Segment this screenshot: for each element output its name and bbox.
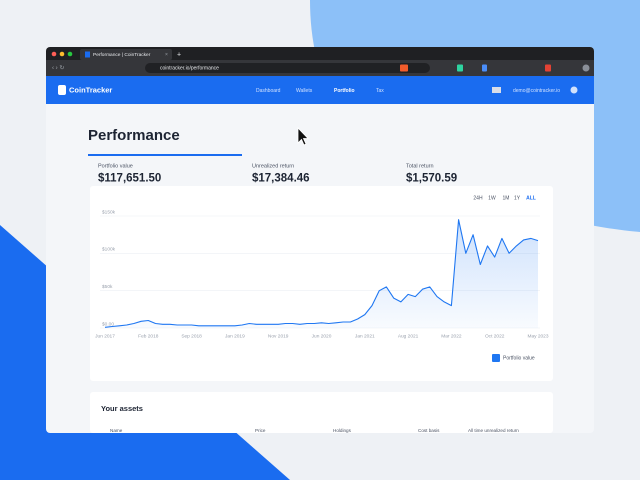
mouse-cursor — [297, 127, 309, 146]
tab-title: Performance | CoinTracker — [93, 52, 151, 58]
column-header[interactable]: Holdings — [333, 428, 352, 433]
tab-bar — [46, 47, 594, 60]
active-stat-underline — [88, 154, 242, 156]
tab-favicon — [85, 51, 90, 58]
new-tab[interactable]: + — [177, 51, 181, 58]
extension-icon[interactable] — [545, 64, 551, 72]
x-tick-label: Jun 2020 — [312, 333, 332, 339]
x-tick-label: Oct 2022 — [485, 333, 505, 339]
stat-value: $117,651.50 — [98, 173, 161, 185]
extension-icon[interactable] — [482, 64, 487, 72]
range-button[interactable]: 1M — [503, 195, 510, 201]
assets-title: Your assets — [101, 404, 143, 413]
extension-icon[interactable] — [400, 64, 408, 72]
tab-close[interactable]: × — [165, 52, 168, 58]
app-nav — [46, 76, 594, 104]
stat-label: Unrealized return — [252, 163, 294, 169]
column-header[interactable]: Cost basis — [418, 428, 440, 433]
y-tick-label: $0.00 — [102, 321, 114, 327]
x-tick-label: Mar 2022 — [441, 333, 462, 339]
nav-buttons[interactable]: ‹ › ↻ — [52, 66, 64, 72]
y-tick-label: $50k — [102, 284, 113, 290]
legend-swatch — [492, 354, 500, 362]
page-title: Performance — [88, 127, 180, 144]
range-button[interactable]: ALL — [526, 195, 536, 201]
x-tick-label: Jun 2017 — [95, 333, 115, 339]
close-button[interactable] — [51, 51, 57, 57]
column-header[interactable]: Name — [110, 428, 123, 433]
profile-icon[interactable] — [582, 64, 590, 72]
assets-card — [90, 392, 553, 433]
extension-icon[interactable] — [457, 64, 463, 72]
flag-icon — [492, 87, 501, 93]
stat-value: $1,570.59 — [406, 173, 457, 185]
column-header[interactable]: All time unrealized return — [468, 428, 519, 433]
stat-label: Portfolio value — [98, 163, 133, 169]
chart-card — [90, 186, 553, 381]
x-tick-label: Sep 2018 — [181, 333, 202, 339]
brand[interactable]: CoinTracker — [69, 85, 112, 94]
nav-link[interactable]: Tax — [376, 88, 384, 94]
url-field[interactable] — [145, 63, 430, 73]
maximize-button[interactable] — [67, 51, 73, 57]
column-header[interactable]: Price — [255, 428, 266, 433]
line — [104, 219, 539, 328]
url: cointracker.io/performance — [160, 66, 219, 72]
y-tick-label: $150k — [102, 209, 116, 215]
active-tab[interactable] — [80, 49, 172, 60]
nav-link[interactable]: Wallets — [296, 88, 313, 94]
x-tick-label: Aug 2021 — [398, 333, 419, 339]
x-tick-label: Jan 2021 — [355, 333, 375, 339]
brand-logo — [58, 85, 66, 95]
x-tick-label: Nov 2019 — [268, 333, 289, 339]
x-tick-label: Feb 2018 — [138, 333, 159, 339]
x-tick-label: Jan 2019 — [225, 333, 245, 339]
range-button[interactable]: 1W — [488, 195, 496, 201]
legend-label: Portfolio value — [503, 355, 535, 361]
x-tick-label: May 2023 — [527, 333, 548, 339]
nav-link[interactable]: Dashboard — [256, 88, 281, 94]
user-email[interactable]: demo@cointracker.io — [513, 88, 560, 94]
range-button[interactable]: 24H — [473, 195, 483, 201]
stat-label: Total return — [406, 163, 434, 169]
user-avatar[interactable] — [570, 86, 578, 94]
minimize-button[interactable] — [59, 51, 65, 57]
nav-link[interactable]: Portfolio — [334, 88, 355, 94]
area — [105, 219, 538, 328]
y-tick-label: $100k — [102, 247, 116, 253]
stat-value: $17,384.46 — [252, 173, 310, 185]
range-button[interactable]: 1Y — [514, 195, 521, 201]
